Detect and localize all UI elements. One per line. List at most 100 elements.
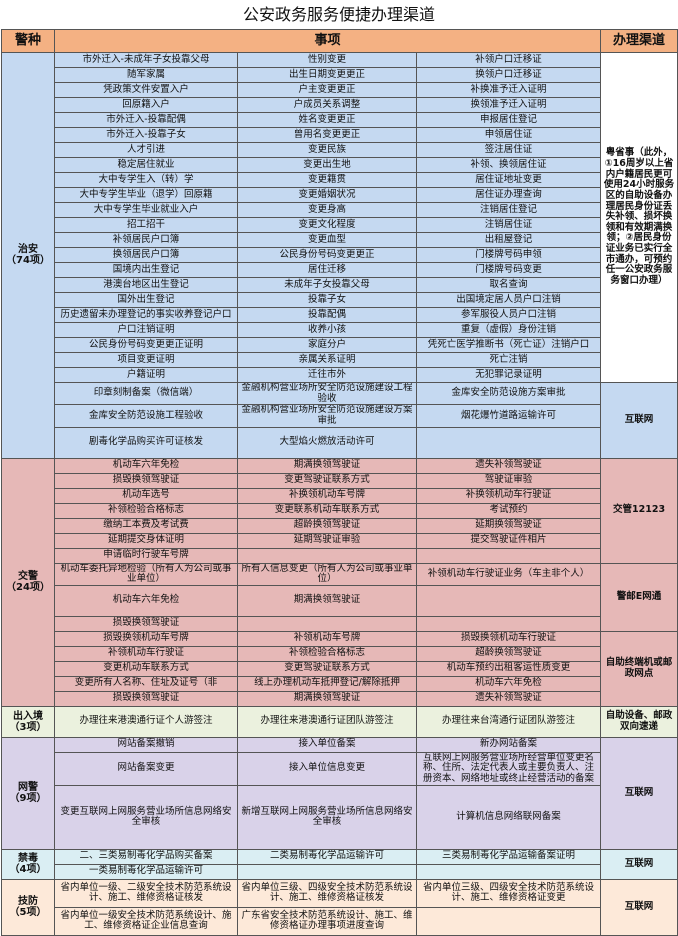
channel-cell: 互联网	[600, 736, 678, 850]
item-cell	[415, 426, 602, 459]
item-cell: 家庭分户	[237, 337, 417, 353]
table-row: 项目变更证明 亲属关系证明 死亡注销	[2, 352, 678, 368]
item-cell: 网站备案撤销	[54, 736, 238, 753]
item-cell: 变更血型	[237, 232, 417, 248]
item-cell: 凭政策文件安置入户	[54, 82, 238, 98]
channel-cell: 互联网	[600, 878, 678, 936]
item-cell: 广东省安全技术防范系统设计、施工、维修资格证办理事项进度查询	[237, 906, 417, 936]
item-cell: 接入单位备案	[237, 736, 417, 753]
item-cell: 大中专学生入（转）学	[54, 172, 238, 188]
item-cell: 变更婚姻状况	[237, 187, 417, 203]
item-cell: 补领检验合格标志	[237, 645, 417, 662]
table-row: 变更所有人名称、住址及证号（非 线上办理机动车抵押登记/解除抵押 机动车六年免检	[2, 675, 678, 692]
item-cell: 所有人信息变更（所有人为公司或事业单位）	[237, 562, 417, 586]
item-cell: 无犯罪记录证明	[415, 367, 602, 383]
channel-cell: 交管12123	[600, 457, 678, 564]
item-cell: 金融机构营业场所安全防范设施建设方案审批	[237, 404, 417, 428]
table-row: 稳定居住就业 变更出生地 补领、换领居住证	[2, 157, 678, 173]
item-cell: 参军服役人员户口注销	[415, 307, 602, 323]
item-cell: 缴纳工本费及考试费	[54, 517, 238, 534]
item-cell	[237, 547, 417, 564]
category-cell: 出入境 （3项）	[1, 705, 55, 738]
table-row: 损毁换领驾驶证 变更驾驶证联系方式 驾驶证审验	[2, 472, 678, 489]
category-cell: 治安 （74项）	[1, 52, 55, 459]
item-cell: 补换领机动车行驶证	[415, 487, 602, 504]
item-cell: 注销居住登记	[415, 202, 602, 218]
item-cell: 机动车选号	[54, 487, 238, 504]
item-cell: 出国境定居人员户口注销	[415, 292, 602, 308]
item-cell: 国境内出生登记	[54, 262, 238, 278]
item-cell: 补领、换领居住证	[415, 157, 602, 173]
table-row: 市外迁入-投靠子女 曾用名变更更正 申领居住证	[2, 127, 678, 143]
table-row: 大中专学生毕业就业入户 变更身高 注销居住登记	[2, 202, 678, 218]
item-cell: 机动车六年免检	[54, 457, 238, 474]
table-row: 损毁换领驾驶证 期满换领驾驶证 遗失补领驾驶证	[2, 690, 678, 707]
channel-cell: 粤省事（此外，①16周岁以上省内户籍居民更可使用24小时服务区的自助设备办理居民…	[600, 52, 678, 383]
item-cell: 二、三类易制毒化学品购买备案	[54, 848, 238, 865]
category-name: 禁毒	[18, 852, 38, 864]
category-name: 出入境	[13, 710, 43, 722]
table-row: 印章刻制备案（微信端） 金融机构营业场所安全防范设施建设工程验收 金库安全防范设施方…	[2, 381, 678, 459]
item-cell: 迁往市外	[237, 367, 417, 383]
table-row: 国外出生登记 投靠子女 出国境定居人员户口注销	[2, 292, 678, 308]
category-name: 治安	[18, 244, 38, 256]
item-cell	[415, 906, 602, 936]
item-cell: 门楼牌号码变更	[415, 262, 602, 278]
item-cell: 三类易制毒化学品运输备案证明	[415, 848, 602, 865]
item-cell: 市外迁入-投靠配偶	[54, 112, 238, 128]
item-cell: 变更民族	[237, 142, 417, 158]
item-cell: 补换领机动车号牌	[237, 487, 417, 504]
item-cell: 办理往来港澳通行证个人游签注	[54, 705, 238, 738]
item-cell: 申报居住登记	[415, 112, 602, 128]
channel-cell: 警邮E网通	[600, 562, 678, 632]
header-police-type: 警种	[1, 29, 55, 53]
item-cell: 随军家属	[54, 67, 238, 83]
table-row: 补领检验合格标志 变更联系机动车联系方式 考试预约	[2, 502, 678, 519]
item-cell: 网站备案变更	[54, 751, 238, 786]
item-cell: 金融机构营业场所安全防范设施建设工程验收	[237, 381, 417, 406]
item-cell: 期满换领驾驶证	[237, 690, 417, 707]
item-cell: 公民身份号码变更更正证明	[54, 337, 238, 353]
table-row: 剧毒化学品购买许可证核发 大型焰火燃放活动许可	[2, 426, 678, 459]
item-cell	[237, 863, 417, 880]
item-cell: 补领机动车行驶证业务（车主非个人）	[415, 562, 602, 586]
item-cell: 补领机动车行驶证	[54, 645, 238, 662]
service-table: 警种 事项 办理渠道 治安 （74项） 市外迁入-未成年子女投靠父母 性别变更 补领户口…	[1, 29, 678, 936]
item-cell: 死亡注销	[415, 352, 602, 368]
header-row: 警种 事项 办理渠道	[1, 29, 678, 53]
item-cell: 提交驾驶证件相片	[415, 532, 602, 549]
item-cell: 补领户口迁移证	[415, 52, 602, 68]
table-row: 延期提交身体证明 延期驾驶证审验 提交驾驶证件相片	[2, 532, 678, 549]
item-cell: 注销居住证	[415, 217, 602, 233]
table-row: 户籍证明 迁往市外 无犯罪记录证明	[2, 367, 678, 383]
item-cell: 换领居民户口簿	[54, 247, 238, 263]
header-channel: 办理渠道	[600, 29, 678, 53]
item-cell: 互联网上网服务营业场所经营单位变更名称、住所、法定代表人或主要负责人、注册资本、…	[415, 751, 602, 786]
item-cell: 延期换领驾驶证	[415, 517, 602, 534]
item-cell: 省内单位三级、四级安全技术防范系统设计、施工、维修资格证变更	[415, 878, 602, 908]
item-cell: 居住证地址变更	[415, 172, 602, 188]
item-cell: 二类易制毒化学品运输许可	[237, 848, 417, 865]
category-cell: 技防 （5项）	[1, 878, 55, 936]
item-cell: 烟花爆竹道路运输许可	[415, 404, 602, 428]
item-cell: 超龄换领驾驶证	[415, 645, 602, 662]
category-cell: 禁毒 （4项）	[1, 848, 55, 880]
item-cell: 户口注销证明	[54, 322, 238, 338]
item-cell: 回原籍入户	[54, 97, 238, 113]
item-cell: 港澳台地区出生登记	[54, 277, 238, 293]
item-cell: 变更所有人名称、住址及证号（非	[54, 675, 238, 692]
item-cell: 曾用名变更更正	[237, 127, 417, 143]
item-cell: 期满换领驾驶证	[237, 584, 417, 617]
item-cell: 办理往来港澳通行证团队游签注	[237, 705, 417, 738]
item-cell: 机动车委托异地检验（所有人为公司或事业单位）	[54, 562, 238, 586]
category-name: 网警	[18, 782, 38, 793]
table-row: 人才引进 变更民族 签注居住证	[2, 142, 678, 158]
item-cell: 变更身高	[237, 202, 417, 218]
item-cell: 稳定居住就业	[54, 157, 238, 173]
category-cell: 交警 （24项）	[1, 457, 55, 707]
item-cell: 金库安全防范设施工程验收	[54, 404, 238, 428]
item-cell: 金库安全防范设施方案审批	[415, 381, 602, 406]
item-cell: 印章刻制备案（微信端）	[54, 381, 238, 406]
item-cell: 遗失补领驾驶证	[415, 457, 602, 474]
table-row: 损毁换领机动车号牌 补领机动车号牌 损毁换领机动车行驶证 自助终端机或邮政网点	[2, 630, 678, 707]
